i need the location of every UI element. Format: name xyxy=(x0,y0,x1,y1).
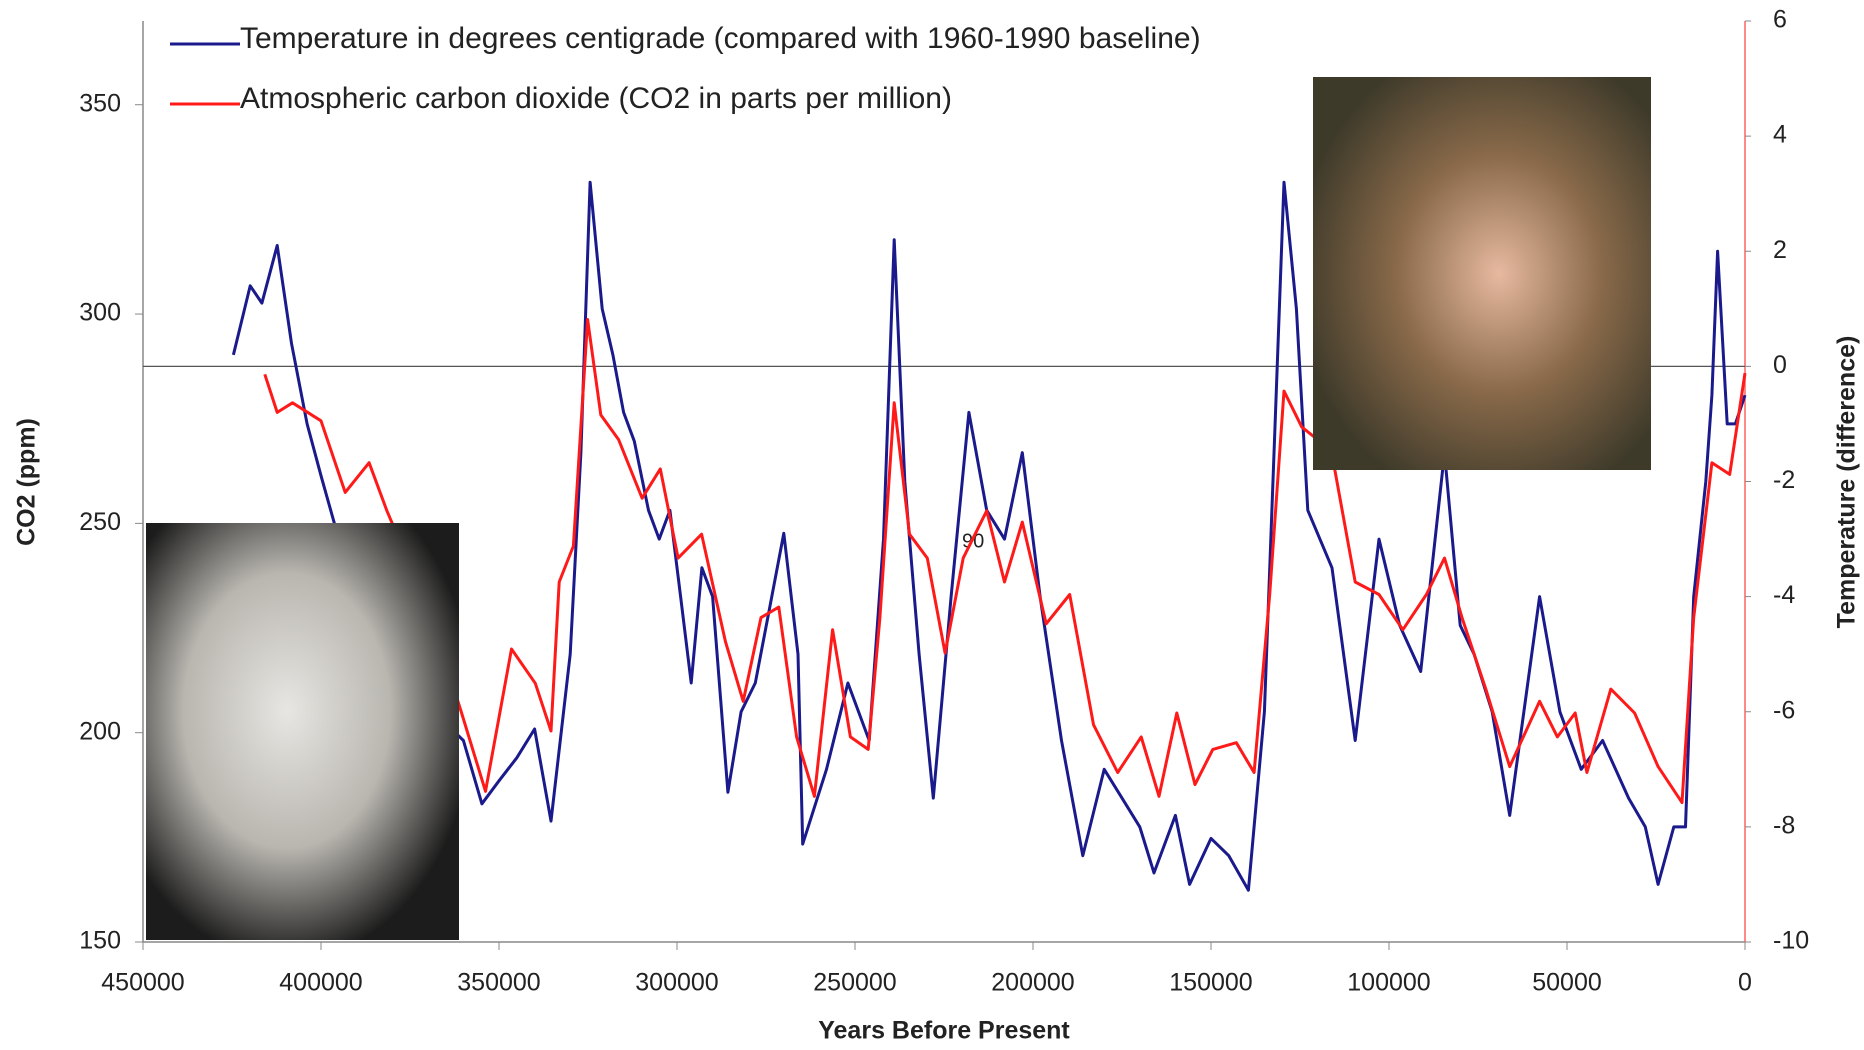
y2-tick-label: -8 xyxy=(1773,811,1795,839)
y2-tick-label: 2 xyxy=(1773,236,1787,264)
y2-axis-title: Temperature (difference) xyxy=(1833,336,1861,629)
y2-tick-label: -10 xyxy=(1773,927,1809,955)
x-tick-label: 200000 xyxy=(991,969,1074,997)
y-tick-label: 250 xyxy=(79,508,121,536)
series-line xyxy=(231,180,1747,892)
y2-tick-label: -2 xyxy=(1773,466,1795,494)
y2-tick-label: -4 xyxy=(1773,581,1795,609)
x-tick-label: 250000 xyxy=(813,969,896,997)
x-tick-label: 300000 xyxy=(635,969,718,997)
legend-label: Atmospheric carbon dioxide (CO2 in parts… xyxy=(240,82,952,115)
x-axis-title: Years Before Present xyxy=(818,1017,1070,1045)
y-axis-title: CO2 (ppm) xyxy=(13,418,41,546)
y2-tick-label: 0 xyxy=(1773,351,1787,379)
legend-label: Temperature in degrees centigrade (compa… xyxy=(240,22,1201,55)
y-tick-label: 200 xyxy=(79,717,121,745)
y2-tick-label: 4 xyxy=(1773,121,1787,149)
y-tick-label: 150 xyxy=(79,927,121,955)
series-line xyxy=(263,318,1747,805)
x-tick-label: 0 xyxy=(1738,969,1752,997)
y-tick-label: 350 xyxy=(79,89,121,117)
y2-tick-label: 6 xyxy=(1773,6,1787,34)
photo xyxy=(1313,77,1651,470)
y-tick-label: 300 xyxy=(79,299,121,327)
photo xyxy=(146,523,459,940)
y2-tick-label: -6 xyxy=(1773,696,1795,724)
x-tick-label: 350000 xyxy=(457,969,540,997)
x-tick-label: 450000 xyxy=(101,969,184,997)
x-tick-label: 50000 xyxy=(1532,969,1602,997)
x-tick-label: 150000 xyxy=(1169,969,1252,997)
x-tick-label: 400000 xyxy=(279,969,362,997)
plot-area: 150 200 250 300 350 -10 -8 -6 -4 -2 0 2 4 6 450000 4000… xyxy=(79,6,1809,997)
x-tick-label: 100000 xyxy=(1347,969,1430,997)
